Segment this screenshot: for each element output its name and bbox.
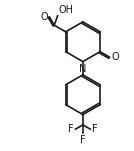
Text: F: F [68,124,74,134]
Text: F: F [80,135,86,145]
Text: O: O [40,12,48,22]
Text: F: F [92,124,97,134]
Text: O: O [111,52,119,62]
Text: OH: OH [58,5,73,15]
Text: N: N [79,64,87,74]
